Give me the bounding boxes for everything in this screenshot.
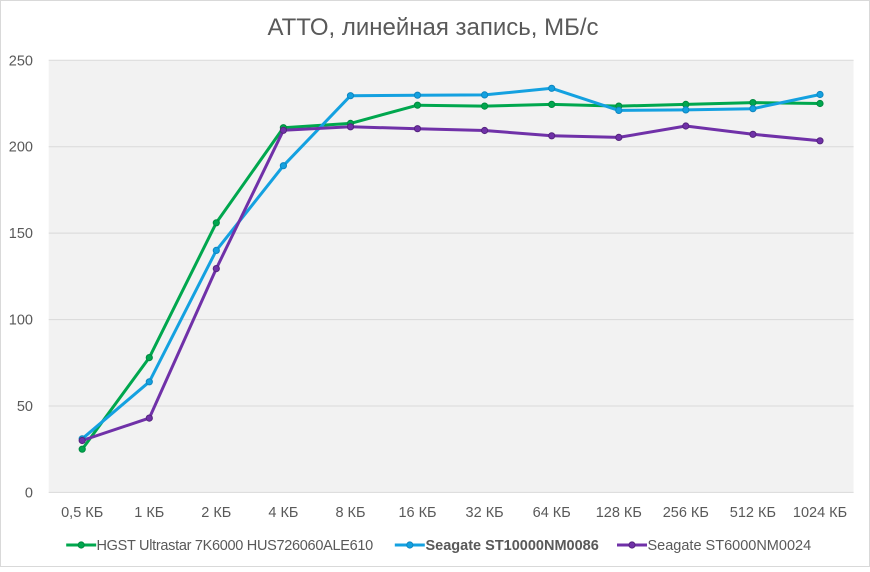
svg-text:150: 150 (9, 226, 33, 242)
svg-text:32 КБ: 32 КБ (466, 505, 504, 521)
svg-text:Seagate ST10000NM0086: Seagate ST10000NM0086 (426, 538, 599, 554)
svg-text:4 КБ: 4 КБ (268, 505, 298, 521)
svg-text:1024 КБ: 1024 КБ (793, 505, 847, 521)
svg-text:2 КБ: 2 КБ (201, 505, 231, 521)
svg-text:50: 50 (17, 399, 33, 415)
svg-text:256 КБ: 256 КБ (663, 505, 709, 521)
svg-text:Seagate ST6000NM0024: Seagate ST6000NM0024 (648, 538, 812, 554)
svg-text:250: 250 (9, 53, 33, 69)
svg-text:8 КБ: 8 КБ (335, 505, 365, 521)
svg-text:0,5 КБ: 0,5 КБ (61, 505, 103, 521)
svg-text:128 КБ: 128 КБ (596, 505, 642, 521)
svg-text:200: 200 (9, 140, 33, 156)
svg-text:100: 100 (9, 313, 33, 329)
svg-text:0: 0 (25, 485, 33, 501)
svg-text:64 КБ: 64 КБ (533, 505, 571, 521)
svg-text:HGST Ultrastar 7K6000 HUS72606: HGST Ultrastar 7K6000 HUS726060ALE610 (97, 538, 374, 554)
svg-text:16 КБ: 16 КБ (398, 505, 436, 521)
svg-text:1 КБ: 1 КБ (134, 505, 164, 521)
svg-text:512 КБ: 512 КБ (730, 505, 776, 521)
svg-text:АТТО, линейная запись, МБ/с: АТТО, линейная запись, МБ/с (267, 14, 598, 41)
